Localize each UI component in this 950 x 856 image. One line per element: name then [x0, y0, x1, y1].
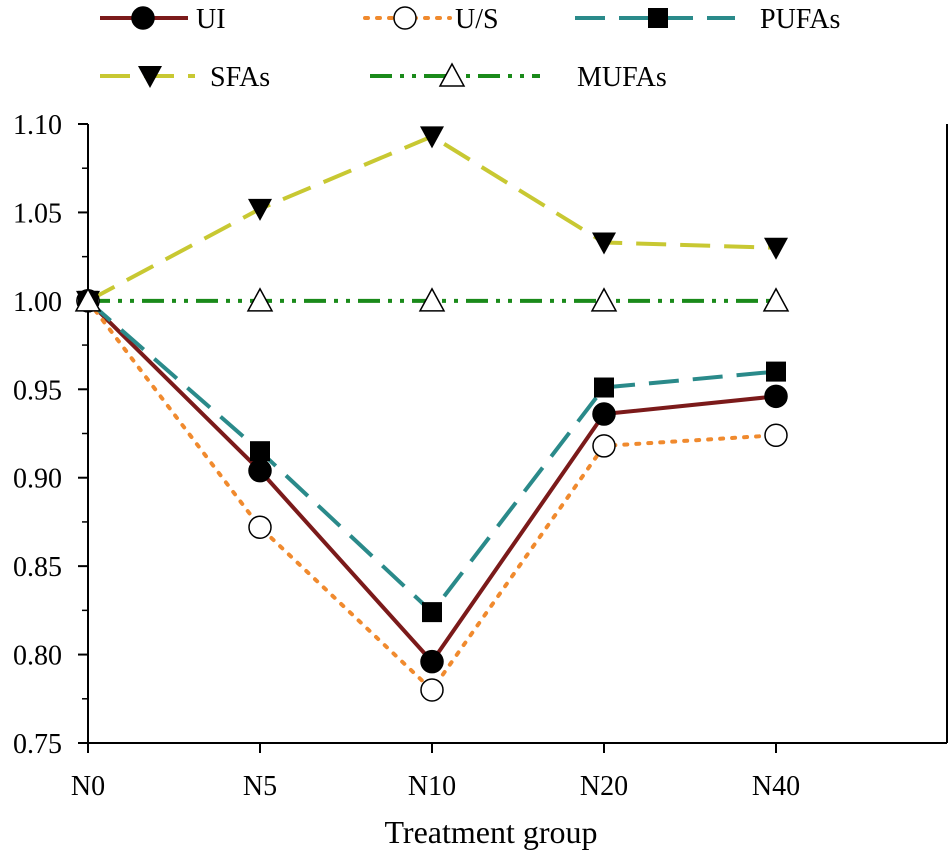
legend-label-pufas: PUFAs — [760, 4, 840, 35]
axes: 0.75 0.80 0.85 0.90 0.95 1.00 1.05 1.10 N0 N5 N10 N… — [13, 110, 948, 802]
x-tick-label: N40 — [752, 771, 800, 802]
legend-label-u-s: U/S — [455, 4, 499, 35]
series-layer — [74, 126, 790, 702]
data-point-ui-n40 — [764, 384, 788, 409]
series-line-u-s — [86, 298, 778, 692]
data-point-ui-n10 — [420, 649, 444, 674]
legend-label-sfas: SFAs — [210, 62, 270, 93]
legend-marker-mufas — [438, 62, 466, 87]
data-point-ui-n20 — [592, 402, 616, 426]
data-point-sfas-n20 — [592, 232, 616, 255]
y-tick-label: 0.90 — [13, 464, 62, 495]
data-point-u-s-n5 — [248, 515, 272, 539]
data-point-mufas-n0 — [74, 287, 102, 312]
legend-label-mufas: MUFAs — [577, 62, 667, 93]
legend-item-sfas: SFAs — [100, 62, 270, 93]
legend: UI U/S PUFAs SFAs MUFAs — [100, 4, 840, 93]
y-tick-label: 1.00 — [13, 287, 62, 318]
data-point-mufas-n40 — [762, 287, 790, 312]
data-point-mufas-n10 — [418, 287, 446, 312]
legend-marker-ui — [131, 6, 155, 30]
legend-item-mufas: MUFAs — [370, 62, 667, 93]
legend-item-ui: UI — [100, 4, 226, 35]
legend-marker-u-s — [393, 6, 417, 30]
series-pufas — [86, 299, 777, 615]
series-u-s — [86, 298, 778, 692]
y-tick-label: 0.85 — [13, 552, 62, 583]
data-point-mufas-n20 — [590, 287, 618, 312]
data-point-pufas-n40 — [766, 361, 786, 382]
x-axis-title: Treatment group — [384, 814, 597, 850]
markers-u-s — [76, 289, 788, 702]
markers-sfas — [76, 126, 788, 313]
y-tick-label: 1.10 — [13, 110, 62, 141]
legend-marker-sfas — [138, 66, 162, 88]
data-point-ui-n5 — [248, 458, 272, 483]
legend-label-ui: UI — [196, 4, 226, 35]
data-point-u-s-n10 — [420, 678, 444, 702]
data-point-sfas-n5 — [248, 198, 272, 221]
series-sfas — [87, 134, 777, 303]
markers-pufas — [78, 290, 786, 623]
data-point-u-s-n40 — [764, 423, 788, 448]
x-tick-label: N20 — [580, 771, 628, 802]
y-tick-label: 0.95 — [13, 375, 62, 406]
legend-item-u-s: U/S — [363, 4, 499, 35]
series-line-sfas — [87, 134, 777, 303]
x-tick-label: N5 — [243, 771, 277, 802]
series-line-pufas — [86, 299, 777, 615]
data-point-u-s-n20 — [592, 434, 616, 458]
data-point-pufas-n20 — [594, 377, 614, 398]
data-point-pufas-n5 — [250, 441, 270, 462]
data-point-sfas-n10 — [420, 126, 444, 149]
y-tick-label: 1.05 — [13, 198, 62, 229]
data-point-pufas-n10 — [422, 602, 442, 623]
data-point-sfas-n40 — [764, 237, 788, 260]
y-tick-label: 0.75 — [13, 729, 62, 760]
x-tick-label: N0 — [71, 771, 105, 802]
y-tick-label: 0.80 — [13, 641, 62, 672]
x-tick-label: N10 — [408, 771, 456, 802]
data-point-mufas-n5 — [246, 287, 274, 312]
legend-item-pufas: PUFAs — [575, 4, 840, 35]
legend-marker-pufas — [648, 8, 668, 28]
markers-mufas — [74, 287, 790, 312]
